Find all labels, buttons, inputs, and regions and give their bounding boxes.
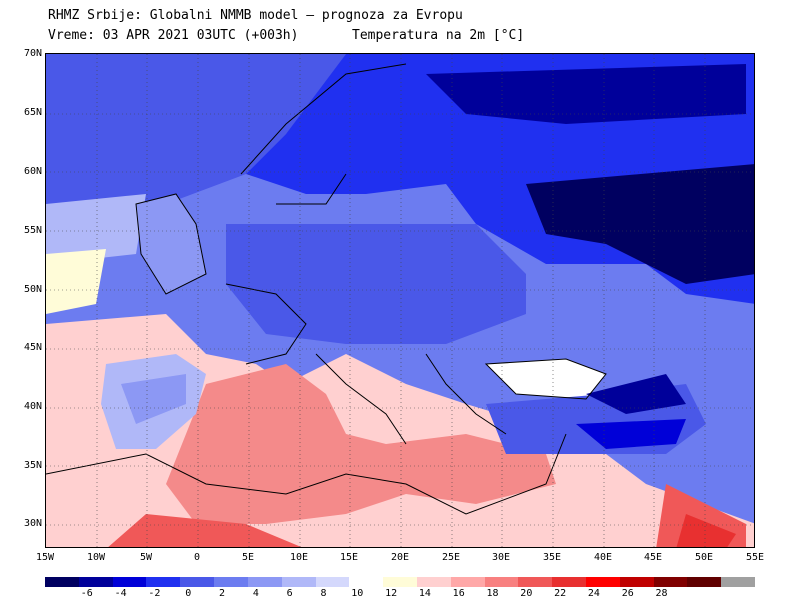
lon-label: 15E (339, 552, 359, 563)
coastlines-south (315, 353, 607, 445)
lat-label: 40N (23, 401, 42, 412)
colorbar-swatch (112, 577, 147, 587)
lat-label: 65N (23, 107, 42, 118)
coastlines (225, 63, 407, 365)
colorbar-swatch (214, 577, 248, 587)
colorbar-swatch (518, 577, 553, 587)
lon-label: 10E (289, 552, 309, 563)
temperature-map (45, 53, 755, 548)
atlantic-mild-field (46, 249, 106, 314)
map-canvas (46, 54, 754, 547)
colorbar-label: -6 (80, 588, 93, 599)
colorbar-label: 22 (554, 588, 567, 599)
colorbar-label: 10 (351, 588, 364, 599)
colorbar-label: 28 (655, 588, 668, 599)
colorbar-label: 12 (385, 588, 398, 599)
map-title: RHMZ Srbije: Globalni NMMB model — progn… (48, 8, 463, 23)
lat-label: 45N (23, 342, 42, 353)
colorbar-swatch (586, 577, 620, 587)
colorbar-label: 20 (520, 588, 533, 599)
colorbar-swatch (416, 577, 451, 587)
lat-label: 70N (23, 48, 42, 59)
lon-label: 20E (390, 552, 410, 563)
central-europe-field (226, 224, 526, 344)
africa-coastline (46, 433, 567, 515)
arctic-cold-field (426, 64, 746, 124)
colorbar-label: 26 (621, 588, 634, 599)
colorbar-swatch (146, 577, 181, 587)
british-isles (135, 193, 207, 295)
lon-label: 45E (643, 552, 663, 563)
colorbar-swatch (180, 577, 215, 587)
colorbar-label: 0 (185, 588, 192, 599)
forecast-time: Vreme: 03 APR 2021 03UTC (+003h) (48, 28, 299, 43)
colorbar-swatch (315, 577, 350, 587)
north-africa-hot-field (108, 514, 302, 547)
lat-label: 55N (23, 225, 42, 236)
black-sea-field (486, 359, 606, 399)
colorbar-swatch (349, 577, 384, 587)
colorbar-swatch (687, 577, 722, 587)
colorbar-label: 6 (286, 588, 293, 599)
colorbar-swatch (383, 577, 417, 587)
gulf-hot-field (676, 514, 736, 547)
colorbar-label: -4 (114, 588, 127, 599)
graticule (46, 54, 754, 547)
colorbar-label: 2 (219, 588, 226, 599)
colorbar-swatch (653, 577, 688, 587)
lon-label: 0 (193, 552, 201, 563)
colorbar (45, 577, 756, 587)
mediterranean-warm-field (166, 364, 556, 524)
lon-label: 15W (35, 552, 55, 563)
iberia-cool-field (121, 374, 186, 424)
colorbar-swatch (78, 577, 113, 587)
colorbar-swatch (619, 577, 654, 587)
lon-label: 55E (745, 552, 765, 563)
colorbar-label: 24 (587, 588, 600, 599)
lon-label: 25E (441, 552, 461, 563)
colorbar-label: 18 (486, 588, 499, 599)
colorbar-swatch (450, 577, 485, 587)
lat-label: 60N (23, 166, 42, 177)
russia-very-cold-field (526, 164, 754, 284)
colorbar-label: 14 (418, 588, 431, 599)
lon-label: 50E (694, 552, 714, 563)
colorbar-label: 8 (320, 588, 327, 599)
lon-label: 5E (241, 552, 255, 563)
variable-label: Temperatura na 2m [°C] (352, 28, 525, 43)
colorbar-label: 16 (452, 588, 465, 599)
colorbar-swatch (552, 577, 586, 587)
lat-label: 50N (23, 284, 42, 295)
lat-label: 35N (23, 460, 42, 471)
colorbar-swatch (281, 577, 316, 587)
colorbar-swatch (721, 577, 756, 587)
east-anatolia-cold-field (576, 419, 686, 449)
colorbar-swatch (247, 577, 282, 587)
lon-label: 30E (491, 552, 511, 563)
caucasus-cold-field (586, 374, 686, 414)
lon-label: 35E (542, 552, 562, 563)
lon-label: 10W (86, 552, 106, 563)
lat-label: 30N (23, 518, 42, 529)
lon-label: 40E (593, 552, 613, 563)
colorbar-label: -2 (148, 588, 161, 599)
atlantic-light-field (46, 194, 146, 264)
lon-label: 5W (139, 552, 153, 563)
colorbar-swatch (45, 577, 79, 587)
colorbar-swatch (484, 577, 519, 587)
colorbar-label: 4 (252, 588, 259, 599)
